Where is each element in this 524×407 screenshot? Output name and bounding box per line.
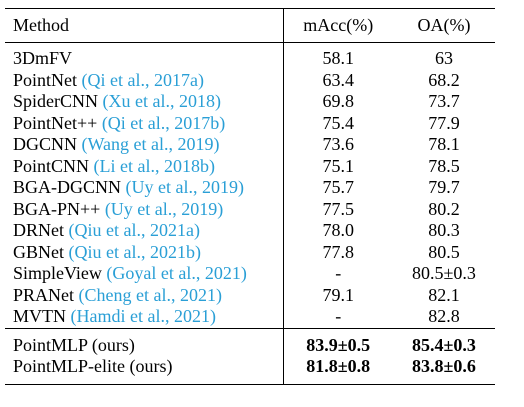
citation-link[interactable]: (Wang et al., 2019) bbox=[81, 134, 220, 154]
method-name: MVTN bbox=[13, 306, 66, 326]
table-row: SpiderCNN (Xu et al., 2018) 69.8 73.7 bbox=[5, 91, 495, 113]
table-row: PointNet++ (Qi et al., 2017b) 75.4 77.9 bbox=[5, 112, 495, 135]
macc-cell-second: 81.8±0.8 bbox=[282, 356, 393, 385]
table-row-ours: PointMLP-elite (ours) 81.8±0.8 83.8±0.6 bbox=[5, 356, 495, 385]
baseline-rows: 3DmFV 58.1 63 PointNet (Qi et al., 2017a… bbox=[5, 42, 495, 328]
method-name: 3DmFV bbox=[13, 48, 73, 68]
oa-cell: 80.5 bbox=[428, 241, 460, 262]
table-row: SimpleView (Goyal et al., 2021) - 80.5±0… bbox=[5, 263, 495, 285]
macc-cell: - bbox=[282, 263, 393, 285]
ours-rows: PointMLP (ours) 83.9±0.5 85.4±0.3 PointM… bbox=[5, 327, 495, 385]
method-name: BGA-DGCNN bbox=[13, 177, 121, 197]
citation-link[interactable]: (Qi et al., 2017a) bbox=[81, 69, 204, 90]
table-row: DRNet (Qiu et al., 2021a) 78.0 80.3 bbox=[5, 220, 495, 242]
macc-cell: 75.1 bbox=[282, 155, 393, 177]
method-name: PointCNN bbox=[13, 155, 90, 176]
method-cell: PointNet (Qi et al., 2017a) bbox=[5, 70, 283, 92]
method-name: BGA-PN++ bbox=[13, 198, 101, 219]
oa-cell: 78.1 bbox=[428, 134, 460, 154]
macc-cell: 75.7 bbox=[282, 177, 393, 199]
method-name: DGCNN bbox=[13, 134, 78, 154]
method-cell: BGA-DGCNN (Uy et al., 2019) bbox=[5, 177, 283, 199]
table-row: DGCNN (Wang et al., 2019) 73.6 78.1 bbox=[5, 134, 495, 156]
citation-link[interactable]: (Hamdi et al., 2021) bbox=[70, 306, 216, 326]
method-cell: GBNet (Qiu et al., 2021b) bbox=[5, 242, 283, 264]
method-cell: MVTN (Hamdi et al., 2021) bbox=[5, 306, 283, 328]
macc-cell: 75.4 bbox=[282, 112, 393, 134]
table-row: PRANet (Cheng et al., 2021) 79.1 82.1 bbox=[5, 284, 495, 307]
results-table: Method mAcc(%) OA(%) 3DmFV 58.1 63 Point… bbox=[5, 8, 495, 385]
macc-cell: 79.1 bbox=[282, 284, 393, 306]
oa-cell: 78.5 bbox=[428, 155, 460, 176]
citation-link[interactable]: (Cheng et al., 2021) bbox=[78, 284, 222, 305]
table-row: PointNet (Qi et al., 2017a) 63.4 68.2 bbox=[5, 69, 495, 92]
method-name: SpiderCNN bbox=[13, 91, 98, 111]
method-name: PRANet bbox=[13, 284, 75, 305]
table-row: 3DmFV 58.1 63 bbox=[5, 42, 495, 70]
citation-link[interactable]: (Xu et al., 2018) bbox=[102, 91, 221, 111]
citation-link[interactable]: (Qi et al., 2017b) bbox=[101, 112, 226, 133]
citation-link[interactable]: (Uy et al., 2019) bbox=[125, 177, 244, 197]
table-row: BGA-DGCNN (Uy et al., 2019) 75.7 79.7 bbox=[5, 177, 495, 199]
citation-link[interactable]: (Uy et al., 2019) bbox=[104, 198, 224, 219]
method-cell: PointMLP (ours) bbox=[5, 327, 283, 356]
citation-link[interactable]: (Goyal et al., 2021) bbox=[106, 263, 247, 283]
method-cell: SpiderCNN (Xu et al., 2018) bbox=[5, 91, 283, 113]
macc-cell: 69.8 bbox=[282, 91, 393, 113]
oa-cell: 82.1 bbox=[428, 284, 460, 305]
macc-cell: 58.1 bbox=[282, 42, 393, 70]
table-header: Method mAcc(%) OA(%) bbox=[5, 8, 495, 43]
oa-cell: 79.7 bbox=[428, 177, 460, 197]
method-cell: PointCNN (Li et al., 2018b) bbox=[5, 156, 283, 178]
table-row-ours: PointMLP (ours) 83.9±0.5 85.4±0.3 bbox=[5, 327, 495, 356]
oa-cell: 80.2 bbox=[428, 198, 460, 219]
method-cell: DGCNN (Wang et al., 2019) bbox=[5, 134, 283, 156]
method-name: SimpleView bbox=[13, 263, 102, 283]
header-macc: mAcc(%) bbox=[282, 8, 393, 43]
macc-cell: 78.0 bbox=[282, 220, 393, 242]
macc-cell: 73.6 bbox=[282, 134, 393, 156]
table-row: PointCNN (Li et al., 2018b) 75.1 78.5 bbox=[5, 155, 495, 178]
oa-cell: 63 bbox=[435, 48, 453, 68]
method-cell: PointMLP-elite (ours) bbox=[5, 356, 283, 385]
method-name: PointNet++ bbox=[13, 112, 98, 133]
method-name: PointNet bbox=[13, 69, 78, 90]
method-cell: 3DmFV bbox=[5, 43, 283, 70]
method-cell: PointNet++ (Qi et al., 2017b) bbox=[5, 113, 283, 135]
oa-cell: 77.9 bbox=[428, 112, 460, 133]
method-cell: PRANet (Cheng et al., 2021) bbox=[5, 285, 283, 307]
oa-cell: 80.3 bbox=[428, 220, 460, 240]
oa-cell: 80.5±0.3 bbox=[412, 263, 476, 283]
macc-cell: - bbox=[282, 306, 393, 328]
method-name: GBNet bbox=[13, 241, 64, 262]
citation-link[interactable]: (Li et al., 2018b) bbox=[93, 155, 215, 176]
header-row: Method mAcc(%) OA(%) bbox=[5, 8, 495, 43]
oa-cell: 82.8 bbox=[428, 306, 460, 326]
macc-cell: 77.5 bbox=[282, 198, 393, 220]
macc-cell: 77.8 bbox=[282, 241, 393, 263]
oa-cell: 73.7 bbox=[428, 91, 460, 111]
header-oa: OA(%) bbox=[393, 8, 495, 43]
method-cell: DRNet (Qiu et al., 2021a) bbox=[5, 220, 283, 242]
table-row: BGA-PN++ (Uy et al., 2019) 77.5 80.2 bbox=[5, 198, 495, 221]
macc-cell-best: 83.9±0.5 bbox=[282, 327, 393, 356]
header-method: Method bbox=[5, 8, 283, 43]
method-name: DRNet bbox=[13, 220, 64, 240]
oa-cell-second: 83.8±0.6 bbox=[393, 356, 495, 385]
cropped-caption-edge bbox=[0, 0, 524, 6]
macc-cell: 63.4 bbox=[282, 69, 393, 91]
oa-cell-best: 85.4±0.3 bbox=[393, 327, 495, 356]
citation-link[interactable]: (Qiu et al., 2021a) bbox=[68, 220, 200, 240]
table-row: MVTN (Hamdi et al., 2021) - 82.8 bbox=[5, 306, 495, 328]
table-row: GBNet (Qiu et al., 2021b) 77.8 80.5 bbox=[5, 241, 495, 264]
citation-link[interactable]: (Qiu et al., 2021b) bbox=[68, 241, 201, 262]
method-cell: SimpleView (Goyal et al., 2021) bbox=[5, 263, 283, 285]
oa-cell: 68.2 bbox=[428, 69, 460, 90]
method-cell: BGA-PN++ (Uy et al., 2019) bbox=[5, 199, 283, 221]
